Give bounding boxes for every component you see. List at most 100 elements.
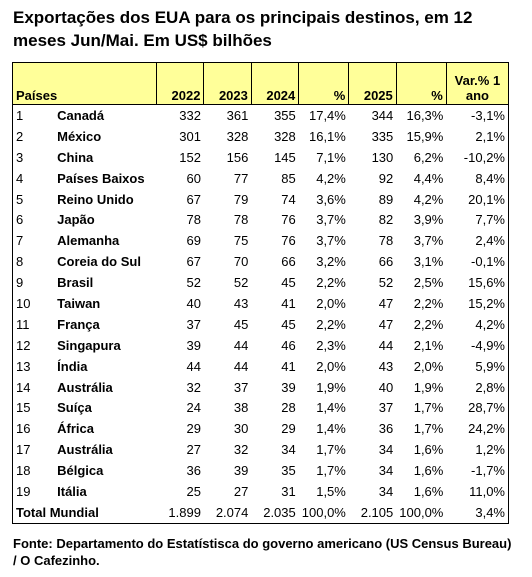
value-cell: 4,2% — [475, 316, 505, 332]
value-cell: 344 — [371, 107, 394, 123]
value-cell: 332 — [179, 107, 201, 123]
value-cell: 20,1% — [468, 191, 505, 207]
header-cell: Países — [11, 62, 158, 105]
value-cell: 74 — [281, 191, 296, 207]
value-cell: 28,7% — [468, 400, 505, 416]
value-cell: 335 — [371, 128, 394, 144]
table-row: 6 Japão 78 78 76 3,7% 82 3,9% 7,7% — [13, 209, 509, 230]
value-cell: 44 — [233, 358, 249, 374]
value-cell: 75 — [233, 233, 249, 249]
value-cell: 44 — [233, 337, 249, 353]
table-row: 19 Itália 25 27 31 1,5% 34 1,6% 11,0% — [13, 481, 509, 502]
value-cell: 89 — [378, 191, 394, 207]
rank-cell: 4 — [16, 170, 24, 186]
value-cell: 2,5% — [413, 275, 444, 291]
value-cell: 52 — [233, 275, 249, 291]
value-cell: 44 — [378, 337, 394, 353]
table-row: 14 Austrália 32 37 39 1,9% 40 1,9% 2,8% — [13, 377, 509, 398]
header-cell: Var.% 1 ano — [445, 62, 510, 105]
value-cell: 1,6% — [413, 463, 444, 479]
value-cell: 24 — [186, 400, 201, 416]
value-cell: 2,2% — [413, 295, 444, 311]
table-row: 7 Alemanha 69 75 76 3,7% 78 3,7% 2,4% — [13, 230, 509, 251]
value-cell: 69 — [186, 233, 201, 249]
value-cell: 34 — [378, 483, 394, 499]
value-cell: 4,2% — [413, 191, 444, 207]
value-cell: 78 — [186, 212, 201, 228]
value-cell: 36 — [186, 463, 201, 479]
rank-cell: 15 — [16, 400, 31, 416]
value-cell: 16,1% — [308, 128, 346, 144]
country-cell: França — [57, 316, 100, 332]
table-row: 18 Bélgica 36 39 35 1,7% 34 1,6% -1,7% — [13, 460, 509, 481]
country-cell: China — [57, 149, 94, 165]
table-row: 3 China 152 156 145 7,1% 130 6,2% -10,2% — [13, 147, 509, 168]
rank-cell: 12 — [16, 337, 31, 353]
total-value: 1.899 — [168, 504, 201, 520]
table-row: 16 África 29 30 29 1,4% 36 1,7% 24,2% — [13, 418, 509, 439]
table-row: 1 Canadá 332 361 355 17,4% 344 16,3% -3,1% — [13, 105, 509, 126]
value-cell: 3,6% — [316, 191, 346, 207]
value-cell: 67 — [186, 191, 201, 207]
value-cell: 66 — [378, 254, 394, 270]
header-cell: % — [395, 62, 447, 105]
table-row: 12 Singapura 39 44 46 2,3% 44 2,1% -4,9% — [13, 335, 509, 356]
value-cell: 41 — [281, 358, 296, 374]
value-cell: 152 — [179, 149, 201, 165]
value-cell: 16,3% — [406, 107, 444, 123]
rank-cell: 7 — [16, 233, 24, 249]
header-cell: % — [298, 62, 350, 105]
country-cell: Alemanha — [57, 233, 120, 249]
value-cell: 47 — [378, 316, 394, 332]
value-cell: 77 — [233, 170, 249, 186]
value-cell: 79 — [233, 191, 249, 207]
table-body: 1 Canadá 332 361 355 17,4% 344 16,3% -3,1% 2 Méxic… — [13, 105, 509, 524]
total-value: 2.074 — [215, 504, 249, 520]
value-cell: 361 — [226, 107, 249, 123]
value-cell: 67 — [186, 254, 201, 270]
source-note: Fonte: Departamento do Estatístisca do g… — [13, 536, 512, 568]
value-cell: 4,4% — [413, 170, 444, 186]
value-cell: 34 — [378, 442, 394, 458]
value-cell: 70 — [233, 254, 249, 270]
rank-cell: 10 — [16, 295, 31, 311]
export-table: Países 2022 2023 2024% 2025% Var.% 1 ano 1 Can… — [11, 62, 510, 524]
rank-cell: 2 — [16, 128, 24, 144]
value-cell: 39 — [186, 337, 201, 353]
value-cell: 7,7% — [475, 212, 505, 228]
value-cell: 1,4% — [316, 400, 346, 416]
country-cell: Austrália — [57, 442, 113, 458]
value-cell: 3,7% — [316, 233, 346, 249]
header-cell: 2023 — [203, 62, 252, 105]
country-cell: Reino Unido — [57, 191, 134, 207]
value-cell: -4,9% — [471, 337, 505, 353]
value-cell: 24,2% — [468, 421, 505, 437]
value-cell: 15,9% — [406, 128, 444, 144]
value-cell: 28 — [281, 400, 296, 416]
rank-cell: 3 — [16, 149, 24, 165]
header-cell: 2024 — [250, 62, 300, 105]
total-label: Total Mundial — [16, 504, 99, 520]
value-cell: 34 — [378, 463, 394, 479]
table-row: 4 Países Baixos 60 77 85 4,2% 92 4,4% 8,4% — [13, 168, 509, 189]
country-cell: Japão — [57, 212, 95, 228]
value-cell: 8,4% — [475, 170, 505, 186]
table-row: 9 Brasil 52 52 45 2,2% 52 2,5% 15,6% — [13, 272, 509, 293]
value-cell: 2,3% — [316, 337, 346, 353]
value-cell: 47 — [378, 295, 394, 311]
value-cell: 1,6% — [413, 483, 444, 499]
rank-cell: 18 — [16, 463, 31, 479]
value-cell: 301 — [179, 128, 201, 144]
value-cell: -1,7% — [471, 463, 505, 479]
country-cell: Taiwan — [57, 295, 101, 311]
value-cell: 39 — [233, 463, 249, 479]
country-cell: Brasil — [57, 275, 94, 291]
value-cell: 1,2% — [475, 442, 505, 458]
table-row: 13 Índia 44 44 41 2,0% 43 2,0% 5,9% — [13, 356, 509, 377]
value-cell: 37 — [233, 379, 249, 395]
country-cell: Austrália — [57, 379, 113, 395]
value-cell: 27 — [186, 442, 201, 458]
value-cell: 156 — [226, 149, 249, 165]
value-cell: 1,7% — [413, 400, 444, 416]
